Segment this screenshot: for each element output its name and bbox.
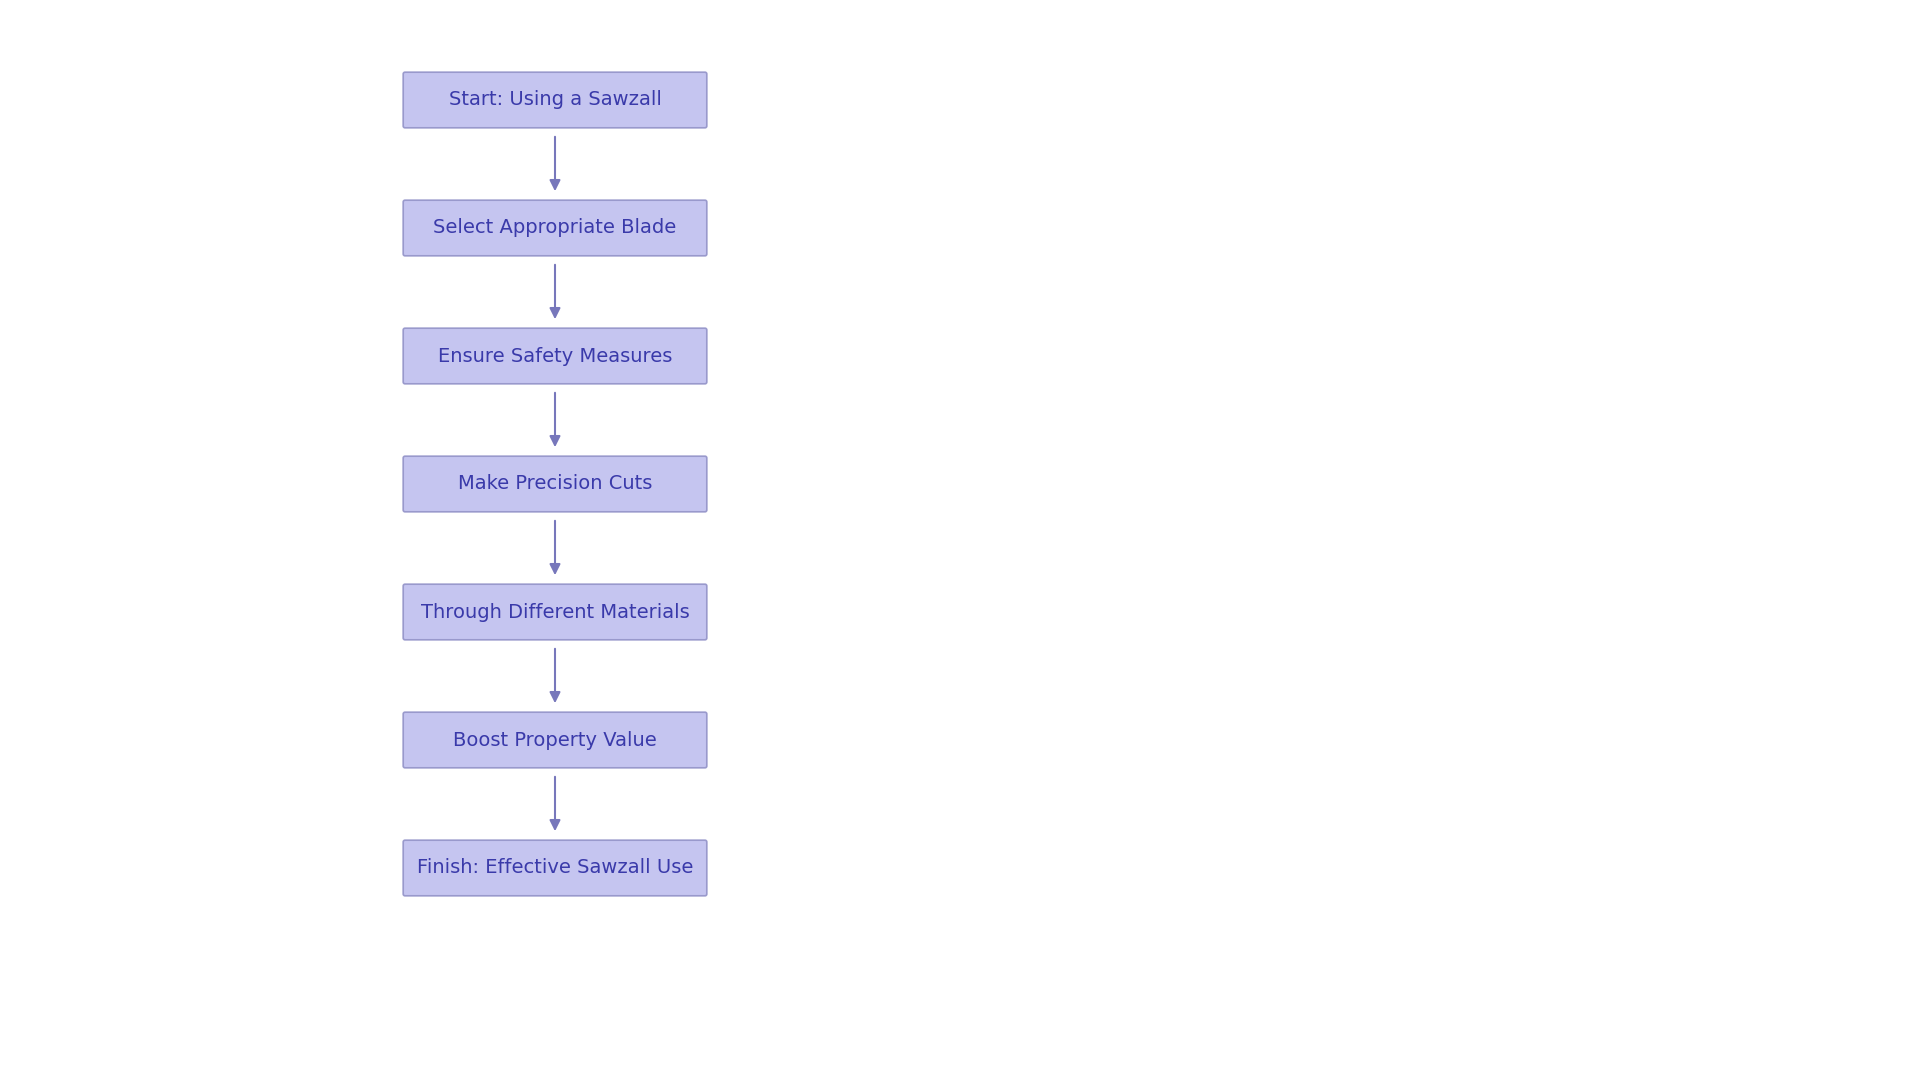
FancyBboxPatch shape [403, 328, 707, 383]
Text: Make Precision Cuts: Make Precision Cuts [457, 474, 653, 494]
FancyBboxPatch shape [403, 72, 707, 127]
FancyBboxPatch shape [403, 584, 707, 639]
FancyBboxPatch shape [403, 712, 707, 768]
FancyBboxPatch shape [403, 200, 707, 256]
Text: Finish: Effective Sawzall Use: Finish: Effective Sawzall Use [417, 859, 693, 877]
FancyBboxPatch shape [403, 456, 707, 512]
Text: Through Different Materials: Through Different Materials [420, 603, 689, 621]
FancyBboxPatch shape [403, 840, 707, 895]
Text: Start: Using a Sawzall: Start: Using a Sawzall [449, 91, 660, 109]
Text: Select Appropriate Blade: Select Appropriate Blade [434, 218, 676, 238]
Text: Boost Property Value: Boost Property Value [453, 730, 657, 750]
Text: Ensure Safety Measures: Ensure Safety Measures [438, 347, 672, 365]
